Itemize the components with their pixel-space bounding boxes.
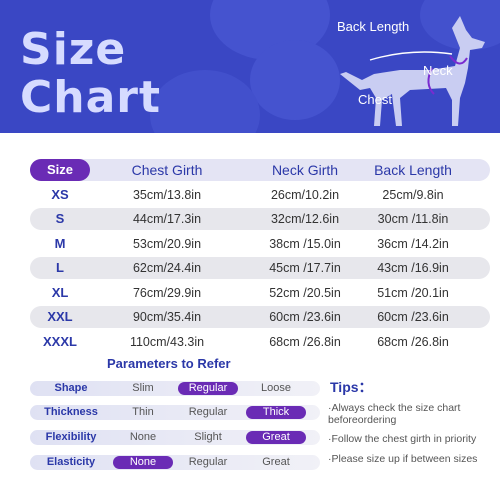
size-cell: XXXL [43, 333, 77, 349]
back-cell: 60cm /23.6in [377, 310, 449, 324]
parameter-name: Flexibility [45, 431, 97, 443]
size-cell: XL [51, 284, 69, 300]
chest-cell: 110cm/43.3in [129, 334, 205, 349]
dog-silhouette [340, 16, 485, 126]
parameter-name: Thickness [44, 406, 98, 418]
parameter-option: Regular [188, 406, 228, 418]
neck-label: Neck [423, 63, 453, 78]
decorative-blob [250, 40, 340, 120]
tip-item: ·Always check the size chart beforeorder… [328, 402, 461, 426]
header-band [30, 159, 490, 181]
back-cell: 30cm /11.8in [377, 212, 449, 226]
back-length-header: Back Length [374, 162, 452, 178]
neck-cell: 38cm /15.0in [269, 236, 341, 251]
parameter-band [30, 455, 320, 470]
table-header-row: Size Chest Girth Neck Girth Back Length [0, 158, 500, 183]
neck-cell: 32cm/12.6in [270, 212, 340, 226]
page-title-line1: Size [20, 24, 127, 75]
table-row: S 44cm/17.3in 32cm/12.6in 30cm /11.8in [0, 207, 500, 232]
back-length-label: Back Length [337, 19, 410, 34]
parameter-option-selected: None [113, 456, 173, 469]
size-header-pill: Size [30, 159, 90, 181]
tips-title: Tips： [330, 379, 373, 395]
size-cell: XS [51, 186, 69, 202]
size-cell: S [55, 211, 65, 226]
back-cell: 51cm /20.1in [377, 285, 449, 300]
table-row: L 62cm/24.4in 45cm /17.7in 43cm /16.9in [0, 256, 500, 281]
tip-item: ·Follow the chest girth in priority [328, 433, 477, 445]
parameter-option: Thin [132, 406, 154, 418]
parameter-option: Loose [261, 382, 291, 394]
chest-cell: 53cm/20.9in [132, 236, 202, 251]
chest-label: Chest [358, 92, 392, 107]
parameter-name: Shape [54, 382, 88, 394]
parameter-option-selected: Great [246, 431, 306, 444]
back-cell: 43cm /16.9in [377, 261, 449, 275]
page-title-line2: Chart [20, 72, 162, 123]
parameter-option: Slim [132, 382, 154, 394]
size-cell: XXL [47, 309, 73, 324]
table-row: XXXL 110cm/43.3in 68cm /26.8in 68cm /26.… [0, 330, 500, 355]
parameter-option: Slight [194, 431, 222, 443]
back-cell: 36cm /14.2in [377, 236, 449, 251]
chest-cell: 76cm/29.9in [132, 285, 202, 300]
neck-cell: 45cm /17.7in [269, 261, 341, 275]
parameter-row-elasticity: Elasticity None Regular Great [30, 455, 320, 470]
chest-cell: 90cm/35.4in [132, 310, 202, 324]
parameter-band [30, 381, 320, 396]
neck-cell: 52cm /20.5in [269, 285, 341, 300]
size-table: Size Chest Girth Neck Girth Back Length … [0, 158, 500, 354]
neck-girth-header: Neck Girth [271, 162, 339, 178]
chest-cell: 35cm/13.8in [132, 187, 202, 202]
size-cell: M [54, 235, 66, 251]
decorative-blob [150, 70, 260, 133]
back-length-line [369, 51, 453, 61]
table-row: XXL 90cm/35.4in 60cm /23.6in 60cm /23.6i… [0, 305, 500, 330]
chest-cell: 44cm/17.3in [132, 212, 202, 226]
parameter-row-shape: Shape Slim Regular Loose [30, 381, 320, 396]
chest-cell: 62cm/24.4in [132, 261, 202, 275]
tip-item: ·Please size up if between sizes [328, 453, 478, 465]
row-band [30, 208, 490, 230]
size-chart-banner: Size Chart Back Length Neck Chest [0, 0, 500, 133]
dog-measurement-icon [340, 16, 485, 126]
row-band [30, 306, 490, 328]
table-row: XL 76cm/29.9in 52cm /20.5in 51cm /20.1in [0, 281, 500, 306]
parameter-option-selected: Thick [246, 406, 306, 419]
parameter-option: Great [262, 456, 290, 468]
table-row: XS 35cm/13.8in 26cm/10.2in 25cm/9.8in [0, 183, 500, 208]
parameter-row-flexibility: Flexibility None Slight Great [30, 430, 320, 445]
chest-girth-header: Chest Girth [131, 162, 203, 178]
parameter-option: Regular [188, 456, 228, 468]
neck-ring [449, 55, 468, 65]
back-cell: 68cm /26.8in [377, 334, 449, 349]
chest-ring [427, 67, 435, 95]
parameter-name: Elasticity [46, 456, 96, 468]
parameter-row-thickness: Thickness Thin Regular Thick [30, 405, 320, 420]
table-row: M 53cm/20.9in 38cm /15.0in 36cm /14.2in [0, 232, 500, 257]
parameters-title: Parameters to Refer [107, 356, 231, 371]
parameter-option-selected: Regular [178, 382, 238, 395]
parameter-option: None [129, 431, 157, 443]
row-band [30, 257, 490, 279]
neck-cell: 60cm /23.6in [269, 310, 341, 324]
size-cell: L [56, 260, 64, 275]
back-cell: 25cm/9.8in [382, 187, 444, 202]
neck-cell: 26cm/10.2in [270, 187, 340, 202]
neck-cell: 68cm /26.8in [269, 334, 341, 349]
